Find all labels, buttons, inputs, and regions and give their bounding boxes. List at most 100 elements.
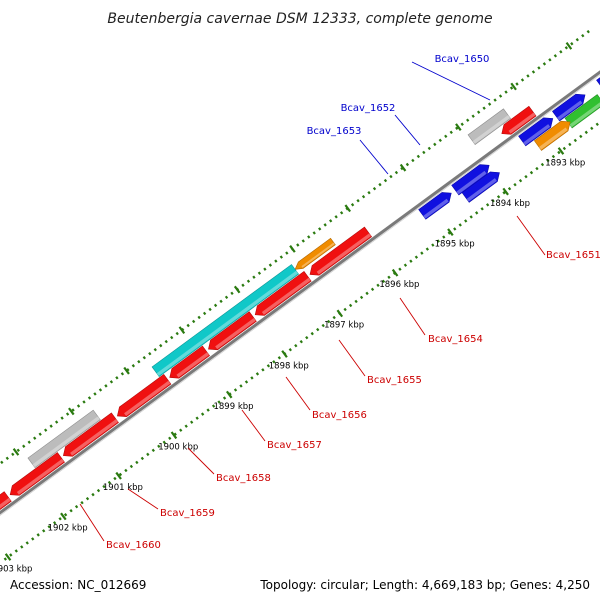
major-tick [565,42,573,50]
leader-line [399,297,426,336]
minor-tick [151,448,155,453]
minor-tick [11,452,15,457]
minor-tick [246,279,251,283]
gene-label-bcav-1660[interactable]: Bcav_1660 [106,540,161,551]
minor-tick [343,307,347,312]
minor-tick [5,456,9,461]
minor-tick [540,162,545,167]
minor-tick [208,307,212,312]
minor-tick [239,384,243,388]
minor-tick [118,472,123,477]
gene-label-bcav-1655[interactable]: Bcav_1655 [367,375,422,386]
gene-feature-bcav-1652-b-shade [456,170,487,195]
minor-tick [219,299,223,304]
gene-labels: Bcav_1650 Bcav_1651 Bcav_1652 Bcav_1653 Bcav… [106,54,600,551]
gene-label-bcav-1651[interactable]: Bcav_1651 [546,250,600,261]
minor-tick [383,178,388,183]
minor-tick [409,259,413,263]
minor-tick [507,187,512,191]
minor-tick [480,207,484,211]
minor-tick [184,424,188,428]
minor-tick [436,239,440,243]
minor-tick [595,122,599,127]
tick-label: 1903 kbp [0,564,32,574]
minor-tick [91,492,95,497]
minor-tick [350,203,355,207]
minor-tick [334,215,338,219]
minor-tick [327,319,331,324]
minor-tick [104,384,108,388]
minor-tick [455,126,459,130]
minor-tick [213,303,218,308]
minor-tick [102,484,106,489]
minor-tick [460,122,464,126]
minor-tick [82,400,86,404]
minor-tick [241,283,245,287]
minor-tick [416,154,421,159]
gene-label-bcav-1654[interactable]: Bcav_1654 [428,334,483,345]
minor-tick [509,86,514,90]
map-title: Beutenbergia cavernae DSM 12333, complet… [107,11,492,27]
minor-tick [301,239,305,243]
genome-summary-text: Topology: circular; Length: 4,669,183 bp… [260,578,590,592]
minor-tick [453,227,457,231]
minor-tick [76,404,81,408]
major-tick [178,326,186,334]
minor-tick [442,235,446,239]
gene-feature-bcav-1655-shade [156,270,299,376]
gene-label-bcav-1653[interactable]: Bcav_1653 [307,126,362,137]
minor-tick [277,356,282,360]
minor-tick [570,42,574,46]
gene-feature-red-shade [0,497,11,509]
gene-label-bcav-1650[interactable]: Bcav_1650 [435,54,490,65]
major-tick [170,431,178,440]
major-tick [447,228,454,237]
minor-tick [252,275,256,279]
leader-line [79,503,105,542]
tick-label: 1901 kbp [103,483,143,493]
gene-feature-bcav-1650 [552,93,586,122]
minor-tick [466,118,470,122]
minor-tick [420,251,424,255]
minor-tick [131,364,136,368]
minor-tick [376,283,380,288]
tick-label: 1898 kbp [269,361,309,371]
minor-tick [493,98,497,102]
gene-label-bcav-1656[interactable]: Bcav_1656 [312,410,367,421]
minor-tick [551,154,556,159]
gene-label-bcav-1657[interactable]: Bcav_1657 [267,440,322,451]
minor-tick [321,323,325,328]
minor-tick [288,348,292,352]
minor-tick [562,146,567,151]
minor-tick [65,412,70,416]
minor-tick [323,223,327,227]
minor-tick [157,444,161,449]
gene-feature-bcav-1659 [27,409,101,469]
gene-label-bcav-1659[interactable]: Bcav_1659 [160,508,215,519]
gene-label-bcav-1652[interactable]: Bcav_1652 [341,103,396,114]
gene-feature-bcav-1652-shade [466,178,497,202]
gene-feature-bcav-1659-shade [32,416,100,468]
minor-tick [126,368,130,372]
gene-features [0,77,600,510]
minor-tick [153,347,157,352]
minor-tick [573,138,577,143]
gene-label-bcav-1658[interactable]: Bcav_1658 [216,473,271,484]
minor-tick [211,404,216,408]
major-tick [123,366,130,375]
minor-tick [502,191,506,195]
gene-feature-bcav-1650-shade [557,100,583,121]
leader-line [359,139,389,175]
gene-feature-gray-shade [472,115,511,144]
minor-tick [233,388,238,392]
minor-tick [33,436,37,440]
minor-tick [25,541,29,545]
gene-feature-red [169,345,210,379]
minor-tick [263,267,267,271]
genome-backbone-highlight [0,73,600,516]
minor-tick [16,448,20,452]
minor-tick [217,400,221,404]
minor-tick [173,432,177,436]
minor-tick [47,525,51,529]
gene-feature-red [116,374,172,417]
